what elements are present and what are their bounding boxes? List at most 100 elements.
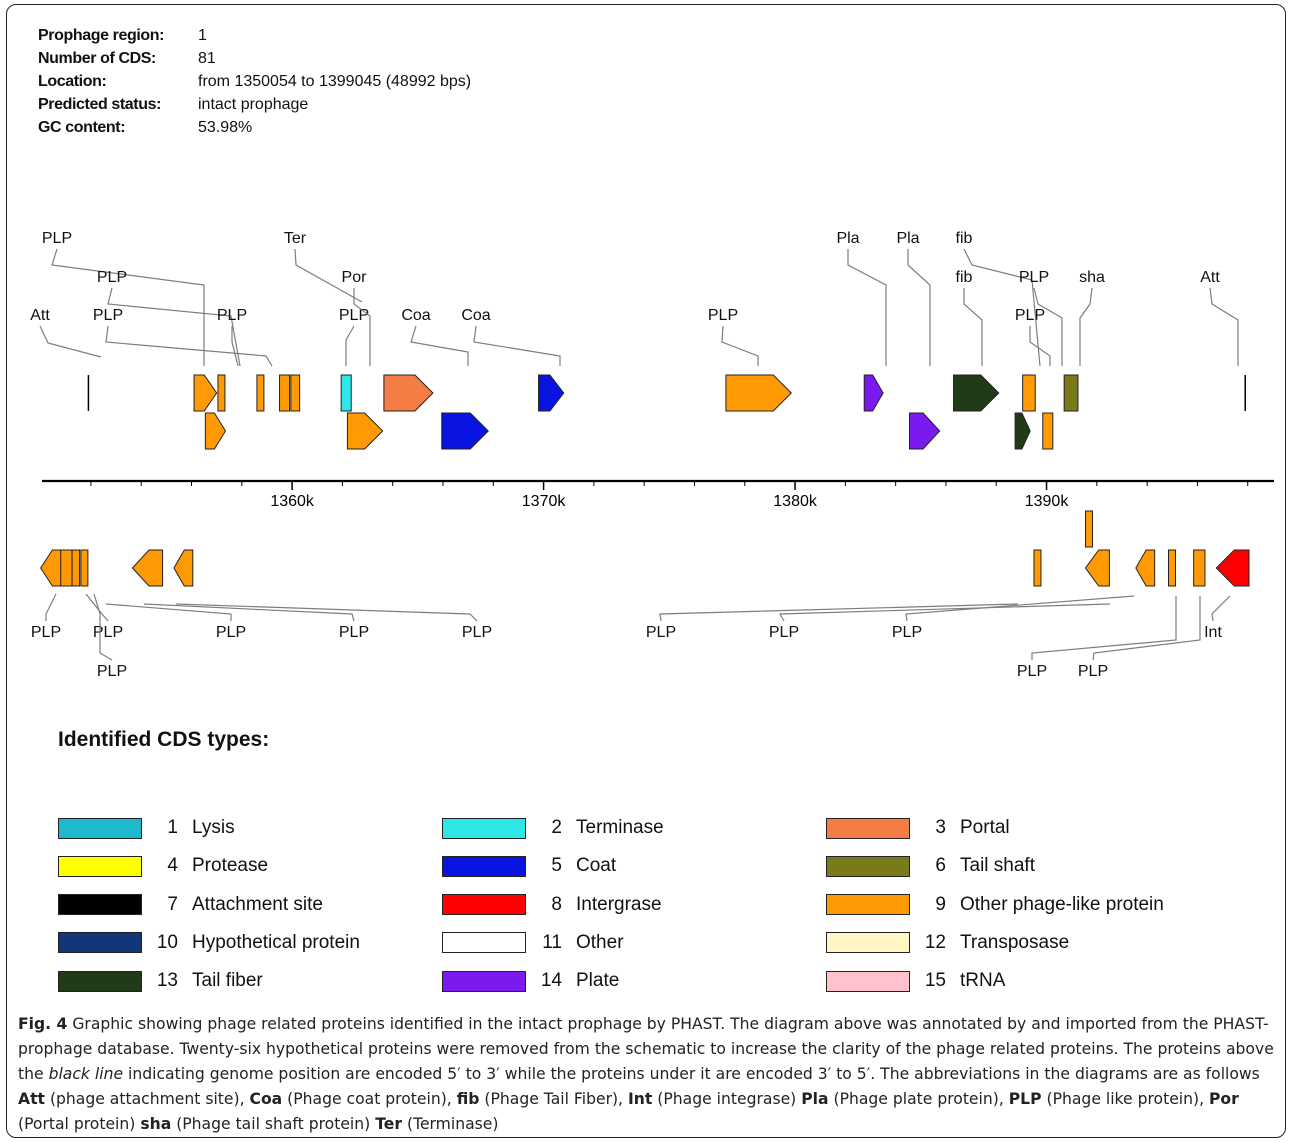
legend-item-other: 11 Other [442,929,812,957]
legend-label: Intergrase [576,893,662,915]
gene-label: PLP [97,269,127,286]
caption-abbreviation: Att [18,1090,45,1108]
gene-other_phage [204,412,227,450]
gene-leader-line [345,325,355,366]
legend-label: Tail shaft [960,855,1035,877]
legend-item-other_phage: 9 Other phage-like protein [826,891,1196,919]
legend-item-attachment: 7 Attachment site [58,891,428,919]
legend-label: Protease [192,855,269,877]
gene-tail_fiber [1014,412,1031,450]
info-row: Predicted status: intact prophage [38,93,471,116]
gene-other_phage [725,374,793,412]
gene-other_phage [1042,412,1054,450]
gene-label: Ter [284,230,307,247]
gene-label: Pla [836,230,859,247]
legend-number: 13 [156,970,178,992]
gene-label: PLP [708,307,738,324]
gene-leader-line [231,326,239,367]
legend-label: Hypothetical protein [192,931,360,953]
legend-item-transposase: 12 Transposase [826,929,1196,957]
gene-other_phage [193,374,218,412]
gene-coat [538,374,565,412]
legend-swatch [442,970,526,992]
gene-other_phage [80,549,89,587]
legend-number: 9 [935,893,946,915]
legend-swatch [442,817,526,839]
figure-number: Fig. 4 [18,1015,68,1033]
legend-label: Coat [576,855,617,877]
legend-swatch [826,817,910,839]
gene-label: Int [1204,624,1222,641]
legend-number: 3 [935,817,946,838]
gene-label: PLP [892,624,922,641]
legend-number: 2 [551,817,562,838]
gene-other_phage [1022,374,1036,412]
gene-leader-line [294,248,363,303]
gene-leader-line [907,249,931,366]
legend-label: tRNA [960,970,1006,992]
caption-italic: black line [48,1065,124,1083]
legend-item-trna: 15 tRNA [826,967,1196,995]
gene-label: PLP [769,624,799,641]
gene-label: PLP [31,624,61,641]
legend-swatch [826,855,910,877]
gene-coat [441,412,489,450]
gene-label: PLP [217,307,247,324]
gene-other_phage [60,549,73,587]
gene-plate [863,374,884,412]
info-key: GC content: [38,119,126,136]
prophage-info: Prophage region: 1 Number of CDS: 81 Locatio… [38,24,471,139]
gene-label: Att [30,307,50,324]
gene-integrase [1215,549,1250,587]
info-key: Number of CDS: [38,50,156,67]
gene-leader-line [143,603,355,622]
gene-leader-line [659,603,1019,622]
legend-item-tail_shaft: 6 Tail shaft [826,852,1196,880]
axis-tick-label: 1360k [270,493,315,510]
axis-tick-label: 1380k [773,493,818,510]
legend-label: Other [576,931,624,953]
gene-leader-line [778,603,1111,622]
gene-leader-line [105,325,273,367]
gene-leader-line [473,325,561,366]
caption-abbreviation: Int [627,1090,653,1108]
gene-leader-line [353,288,371,366]
gene-label: PLP [339,307,369,324]
caption-abbreviation: Pla [801,1090,829,1108]
legend-item-hypothetical: 10 Hypothetical protein [58,929,428,957]
info-row: GC content: 53.98% [38,116,471,139]
gene-other_phage [131,549,164,587]
gene-leader-line [85,593,109,622]
gene-label: PLP [93,624,123,641]
gene-leader-line [1209,287,1239,366]
gene-other_phage [1135,549,1156,587]
gene-leader-line [1033,287,1063,366]
gene-leader-line [1029,326,1051,366]
caption-definition: (Phage like protein), [1041,1090,1209,1108]
gene-other_phage [173,549,194,587]
gene-label: PLP [1017,663,1047,680]
legend-item-integrase: 8 Intergrase [442,891,812,919]
caption-abbreviation: PLP [1008,1090,1042,1108]
legend-swatch [58,894,142,916]
legend-item-tail_fiber: 13 Tail fiber [58,967,428,995]
caption-abbreviation: fib [456,1090,480,1108]
gene-label: PLP [1015,307,1045,324]
legend-label: Lysis [192,817,235,838]
legend-number: 15 [924,970,946,992]
gene-leader-line [107,287,241,367]
info-value: 1 [198,27,207,44]
legend-label: Other phage-like protein [960,893,1164,915]
caption-text: Graphic showing phage related proteins i… [18,1015,1274,1083]
legend-number: 5 [551,855,562,877]
caption-definition: (Portal protein) [18,1115,141,1133]
caption-definition: (Phage Tail Fiber), [479,1090,628,1108]
gene-other_phage [1084,549,1110,587]
gene-plate [908,412,941,450]
legend-swatch [58,970,142,992]
gene-other_phage [346,412,384,450]
legend-number: 1 [167,817,178,838]
gene-label: PLP [1078,663,1108,680]
legend-label: Attachment site [192,893,323,915]
gene-other_phage [71,549,81,587]
